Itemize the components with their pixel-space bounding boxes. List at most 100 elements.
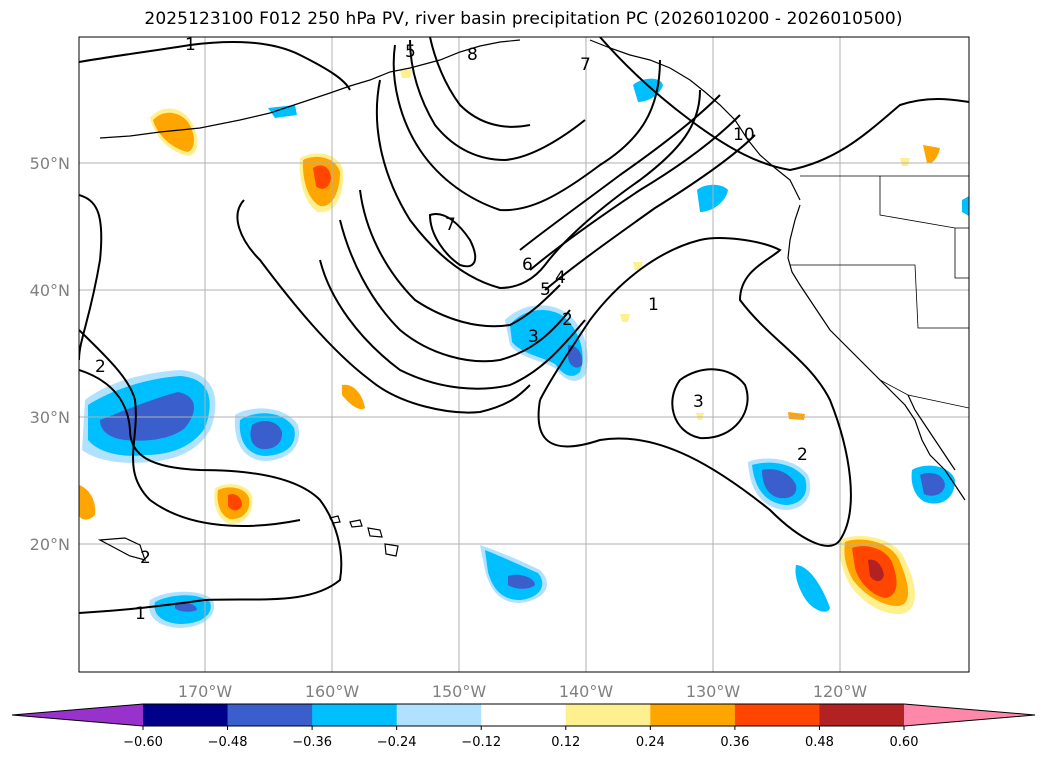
colorbar-segment — [396, 704, 482, 726]
precip-patch — [568, 345, 583, 368]
contour-label: 1 — [648, 295, 659, 315]
precip-patch — [342, 384, 365, 410]
contour-label: 3 — [528, 327, 539, 347]
contour-label: 2 — [140, 548, 151, 568]
west-coast — [787, 204, 966, 501]
colorbar-tick-label: 0.36 — [720, 735, 749, 750]
contour-label: 7 — [580, 55, 591, 75]
pv-contour-1-mid — [79, 194, 103, 361]
pv-contour-5 — [339, 219, 571, 363]
pv-contour-2-west — [79, 329, 301, 527]
colorbar: −0.60 −0.48 −0.36 −0.24 −0.12 0.12 0.24 0.36 0.4… — [11, 703, 1036, 750]
lon-label: 150°W — [432, 682, 487, 701]
pv-contour-2-east — [537, 237, 852, 547]
contour-label: 2 — [562, 310, 573, 330]
border — [790, 264, 969, 329]
precip-patch — [79, 485, 96, 520]
pv-contour-9 — [409, 39, 586, 162]
colorbar-tick-label: 0.48 — [805, 735, 834, 750]
lon-label: 130°W — [686, 682, 741, 701]
colorbar-tick-label: 0.60 — [890, 735, 919, 750]
pv-contour-east-b — [529, 114, 741, 271]
precip-patch — [795, 565, 830, 612]
lon-label: 140°W — [559, 682, 614, 701]
pv-contour-east-a — [519, 94, 721, 251]
contour-label: 4 — [555, 268, 566, 288]
state-borders — [790, 175, 969, 409]
colorbar-segment — [565, 704, 651, 726]
pv-contour-6 — [359, 189, 561, 328]
colorbar-extend-min — [12, 704, 143, 726]
latitude-labels: 50°N 40°N 30°N 20°N — [30, 154, 70, 554]
colorbar-segment — [312, 704, 398, 726]
colorbar-segment — [227, 704, 313, 726]
precip-patch — [313, 165, 331, 189]
pv-contour-1-north — [79, 41, 351, 91]
contour-label: 1 — [185, 35, 196, 55]
colorbar-tick-label: 0.12 — [551, 735, 580, 750]
map-title: 2025123100 F012 250 hPa PV, river basin … — [144, 9, 903, 29]
contour-label: 7 — [445, 215, 456, 235]
lon-label: 120°W — [813, 682, 868, 701]
contour-label: 1 — [135, 604, 146, 624]
contour-label: 8 — [467, 45, 478, 65]
precip-patch — [633, 78, 663, 102]
precip-patch — [175, 602, 197, 612]
pv-contour-8 — [392, 44, 661, 212]
precip-patch — [633, 262, 643, 270]
precip-patch — [868, 559, 884, 582]
colorbar-segment — [143, 704, 229, 726]
precip-patch — [920, 472, 945, 496]
colorbar-tick-label: 0.24 — [636, 735, 665, 750]
colorbar-tick-label: −0.12 — [461, 735, 501, 750]
precip-patch — [788, 412, 805, 420]
longitude-labels: 170°W 160°W 150°W 140°W 130°W 120°W — [178, 682, 868, 701]
border — [879, 379, 969, 409]
lat-label: 30°N — [30, 408, 70, 427]
precip-patch — [508, 574, 535, 589]
aleutian-island — [97, 537, 146, 561]
contour-label: 2 — [95, 357, 106, 377]
pv-contour-3-main — [236, 199, 531, 414]
lat-label: 50°N — [30, 154, 70, 173]
precip-patch — [962, 196, 969, 216]
pv-contour-east-c — [544, 134, 756, 291]
lon-label: 160°W — [305, 682, 360, 701]
precip-patch — [923, 145, 940, 164]
contour-label: 2 — [797, 445, 808, 465]
baja-coast — [907, 394, 956, 471]
border — [879, 176, 969, 229]
precip-patch — [400, 70, 412, 78]
coastlines — [97, 39, 966, 561]
contour-label: 6 — [522, 255, 533, 275]
pv-contour-3-loop — [671, 368, 749, 440]
pv-contour-10 — [429, 37, 531, 128]
lat-label: 40°N — [30, 281, 70, 300]
precip-patch — [100, 392, 195, 441]
colorbar-tick-label: −0.48 — [208, 735, 248, 750]
colorbar-tick-label: −0.60 — [123, 735, 163, 750]
colorbar-segment — [734, 704, 820, 726]
pv-contours — [79, 37, 969, 614]
contour-labels: 1 1 1 2 2 2 2 3 3 4 5 5 6 7 7 8 10 — [95, 35, 808, 624]
precip-patch — [900, 158, 910, 166]
contour-label: 5 — [540, 280, 551, 300]
contour-label: 3 — [693, 392, 704, 412]
pv-contour-1-east — [599, 37, 969, 172]
lon-label: 170°W — [178, 682, 233, 701]
border — [954, 228, 969, 279]
colorbar-segment — [650, 704, 736, 726]
precip-patch — [228, 494, 242, 511]
alaska-peninsula-coast — [99, 39, 521, 139]
colorbar-segment — [819, 704, 905, 726]
contour-label: 10 — [733, 125, 755, 145]
precip-patch — [762, 469, 797, 499]
map-border — [78, 36, 970, 673]
precip-patch — [620, 314, 630, 322]
hawaii-islands — [329, 515, 399, 557]
precip-patch — [250, 420, 283, 450]
colorbar-segment — [481, 704, 567, 726]
contour-label: 5 — [405, 42, 416, 62]
pv-contour-7 — [375, 79, 701, 290]
